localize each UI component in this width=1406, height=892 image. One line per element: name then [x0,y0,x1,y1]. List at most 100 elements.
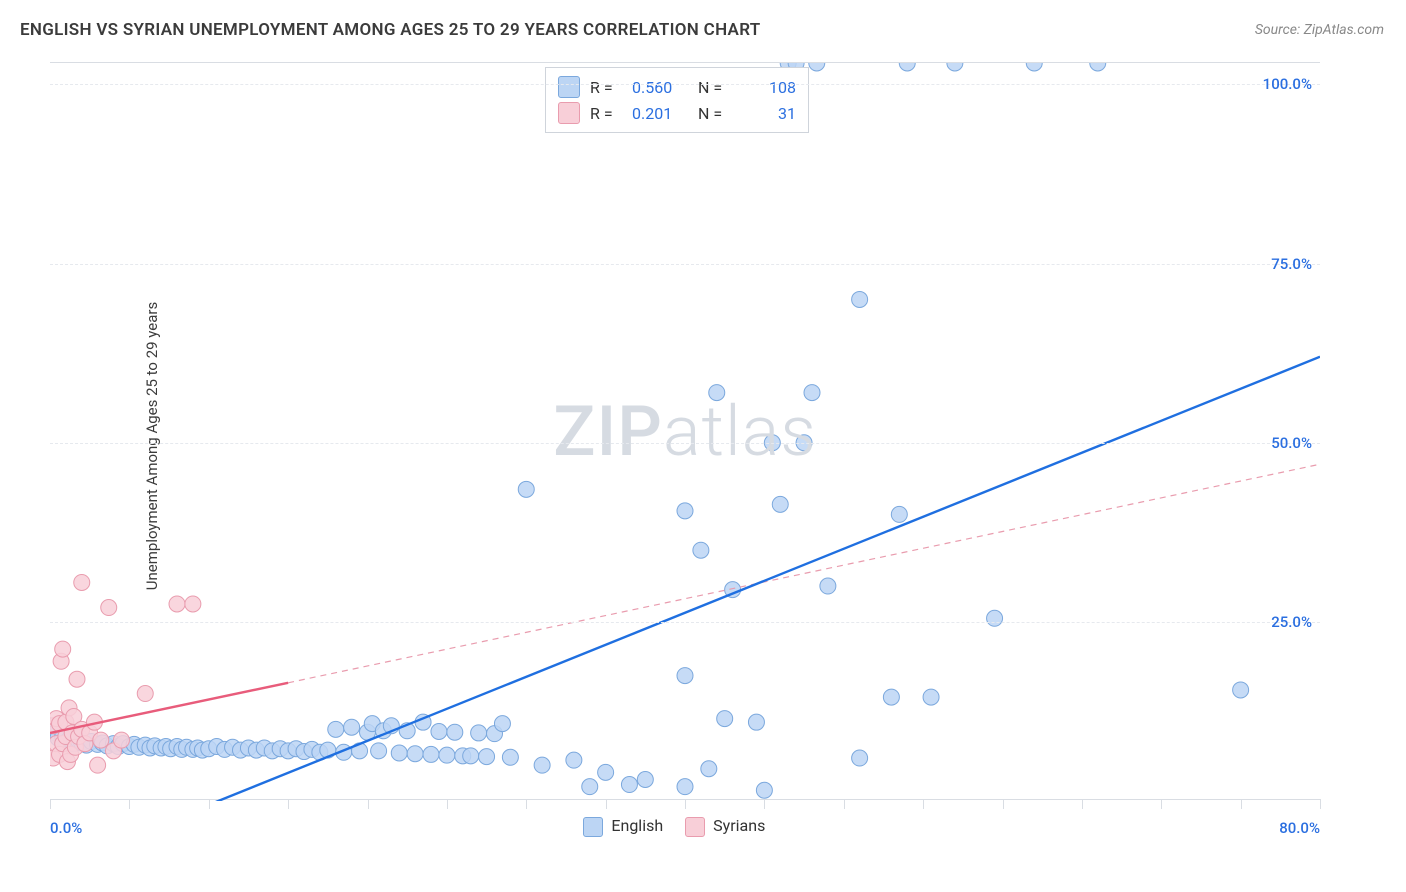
english-point [772,496,788,512]
english-point [748,714,764,730]
x-tick [288,799,289,809]
legend-swatch [558,102,580,124]
x-tick [129,799,130,809]
syrian-point [55,641,71,657]
english-point [423,746,439,762]
series-legend: English Syrians [583,816,765,837]
english-point [439,747,455,763]
x-tick [1320,799,1321,809]
x-tick [209,799,210,809]
x-tick [1241,799,1242,809]
legend-r-value: 0.560 [632,78,688,97]
x-tick [1161,799,1162,809]
english-point [899,55,915,71]
syrian-point [74,574,90,590]
english-point [371,743,387,759]
english-point [677,779,693,795]
legend-n-value: 31 [740,104,796,123]
x-tick [685,799,686,809]
english-point [328,721,344,737]
english-point [693,542,709,558]
legend-row-syrian: R = 0.201 N = 31 [558,100,796,126]
syrian-point [137,686,153,702]
english-point [344,719,360,735]
english-point [391,745,407,761]
x-tick [368,799,369,809]
legend-r-label: R = [590,104,622,123]
english-point [463,748,479,764]
english-point [582,779,598,795]
english-point [883,689,899,705]
english-point [804,385,820,401]
legend-row-english: R =0.560N =108 [558,74,796,100]
english-point [431,723,447,739]
english-point [809,55,825,71]
chart-svg [50,63,1320,801]
english-point [677,668,693,684]
english-point [479,749,495,765]
english-point [923,689,939,705]
english-point [447,724,463,740]
english-point [621,777,637,793]
x-tick [1003,799,1004,809]
x-tick [844,799,845,809]
english-point [852,291,868,307]
syrian-point [69,671,85,687]
syrian-point [101,600,117,616]
x-axis-label: 0.0% [50,819,82,837]
chart-title: ENGLISH VS SYRIAN UNEMPLOYMENT AMONG AGE… [20,20,761,40]
x-axis-label: 80.0% [1279,819,1320,837]
english-point [717,711,733,727]
legend-swatch [685,817,705,837]
english-point [637,772,653,788]
syrian-point [93,732,109,748]
english-point [502,749,518,765]
x-tick [50,799,51,809]
syrian-point [185,596,201,612]
chart-container: ENGLISH VS SYRIAN UNEMPLOYMENT AMONG AGE… [0,0,1406,892]
legend-n-value: 108 [740,78,796,97]
english-point [820,578,836,594]
legend-item-syrian: Syrians [685,816,765,837]
legend-item-english: English [583,816,663,837]
x-tick [606,799,607,809]
legend-swatch [583,817,603,837]
x-tick [1082,799,1083,809]
english-point [534,757,550,773]
y-tick-label: 50.0% [1271,434,1312,452]
english-point [947,55,963,71]
x-tick [764,799,765,809]
legend-r-value: 0.201 [632,104,688,123]
y-tick-label: 75.0% [1271,255,1312,273]
x-tick [923,799,924,809]
english-point [891,506,907,522]
legend-swatch [558,76,580,98]
english-point [1026,55,1042,71]
english-point [1233,682,1249,698]
y-tick-label: 25.0% [1271,613,1312,631]
english-point [709,385,725,401]
english-point [756,782,772,798]
x-tick [447,799,448,809]
syrian-point [90,757,106,773]
english-point [677,503,693,519]
syrian-trend-line [50,683,288,733]
gridline [50,622,1320,623]
syrian-point [113,732,129,748]
legend-label: English [611,816,663,835]
english-point [987,610,1003,626]
english-point [598,764,614,780]
legend-r-label: R = [590,78,622,97]
gridline [50,264,1320,265]
english-point [566,752,582,768]
source-attribution: Source: ZipAtlas.com [1255,22,1384,38]
correlation-legend: R = 0.560 N = 108 R = 0.201 N = 31 [545,67,809,133]
legend-n-label: N = [698,104,730,123]
syrian-trend-dash [288,464,1320,683]
gridline [50,443,1320,444]
english-point [407,746,423,762]
english-point [1090,55,1106,71]
english-point [852,750,868,766]
syrian-point [169,596,185,612]
english-point [518,481,534,497]
